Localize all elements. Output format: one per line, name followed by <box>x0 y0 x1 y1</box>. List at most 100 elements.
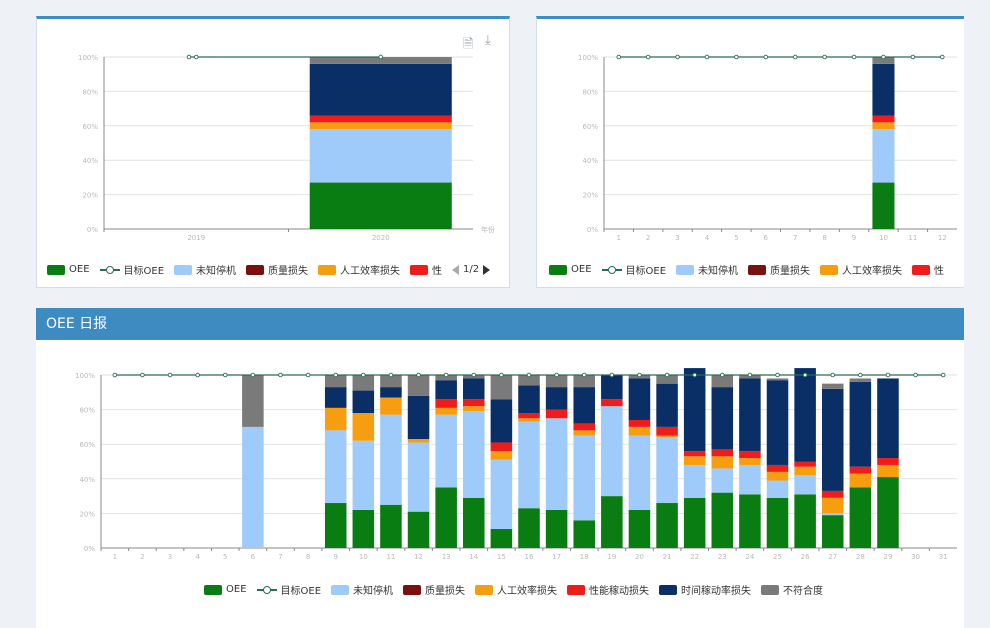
bar-segment-time[interactable] <box>463 378 485 400</box>
bar-segment-time[interactable] <box>872 63 895 116</box>
target-oee-point[interactable] <box>223 372 228 378</box>
bar-segment-oee[interactable] <box>352 509 375 548</box>
bar-segment-unknown[interactable] <box>872 129 895 183</box>
bar-segment-unknown[interactable] <box>739 464 761 495</box>
bar-segment-labor[interactable] <box>352 413 375 441</box>
target-oee-point[interactable] <box>792 54 798 60</box>
target-oee-point[interactable] <box>112 372 118 378</box>
bar-segment-time[interactable] <box>766 380 789 465</box>
bar-segment-oee[interactable] <box>407 511 430 548</box>
target-oee-point[interactable] <box>250 372 256 378</box>
legend-item-quality[interactable]: 质量损失 <box>246 262 308 277</box>
bar-segment-perf[interactable] <box>545 409 568 419</box>
target-oee-point[interactable] <box>305 372 311 378</box>
target-oee-point[interactable] <box>645 54 651 60</box>
legend-item-target[interactable]: 目标OEE <box>99 262 164 277</box>
bar-segment-perf[interactable] <box>463 399 485 407</box>
target-oee-point[interactable] <box>278 372 283 378</box>
legend-item-oee[interactable]: OEE <box>549 264 592 275</box>
legend-item-unknown[interactable]: 未知停机 <box>174 262 236 277</box>
bar-segment-labor[interactable] <box>821 497 844 514</box>
bar-segment-time[interactable] <box>711 387 734 450</box>
target-oee-point[interactable] <box>333 372 338 378</box>
bar-segment-oee[interactable] <box>380 504 402 548</box>
bar-segment-time[interactable] <box>656 383 678 427</box>
bar-segment-time[interactable] <box>683 368 706 452</box>
target-oee-point[interactable] <box>822 54 827 60</box>
bar-segment-perf[interactable] <box>739 451 761 459</box>
bar-segment-nonconf[interactable] <box>872 57 895 64</box>
bar-segment-oee[interactable] <box>821 515 844 548</box>
bar-segment-oee[interactable] <box>518 508 540 548</box>
bar-segment-time[interactable] <box>573 387 595 424</box>
bar-segment-perf[interactable] <box>656 426 678 436</box>
legend-item-labor[interactable]: 人工效率损失 <box>318 262 400 277</box>
bar-segment-unknown[interactable] <box>435 414 457 488</box>
target-oee-point[interactable] <box>763 54 769 60</box>
target-oee-point[interactable] <box>526 372 532 378</box>
bar-segment-nonconf[interactable] <box>711 375 734 388</box>
bar-segment-unknown[interactable] <box>324 430 347 504</box>
bar-segment-unknown[interactable] <box>242 426 264 548</box>
bar-segment-perf[interactable] <box>821 490 844 498</box>
bar-segment-oee[interactable] <box>794 494 816 548</box>
bar-segment-nonconf[interactable] <box>352 375 375 391</box>
bar-segment-time[interactable] <box>545 387 568 410</box>
bar-segment-perf[interactable] <box>309 115 452 123</box>
bar-segment-nonconf[interactable] <box>518 375 540 386</box>
bar-segment-time[interactable] <box>380 387 402 398</box>
bar-segment-time[interactable] <box>628 378 651 420</box>
bar-segment-labor[interactable] <box>309 122 452 130</box>
bar-segment-perf[interactable] <box>849 466 872 474</box>
bar-segment-perf[interactable] <box>711 449 734 457</box>
bar-segment-nonconf[interactable] <box>435 375 457 381</box>
target-oee-point[interactable] <box>802 372 808 378</box>
bar-segment-perf[interactable] <box>490 442 513 452</box>
bar-segment-oee[interactable] <box>601 496 623 548</box>
bar-segment-oee[interactable] <box>739 494 761 548</box>
bar-segment-oee[interactable] <box>711 492 734 548</box>
bar-segment-labor[interactable] <box>877 464 899 478</box>
bar-segment-unknown[interactable] <box>352 440 375 510</box>
target-oee-point[interactable] <box>361 372 366 378</box>
target-oee-point[interactable] <box>140 372 145 378</box>
target-oee-point[interactable] <box>193 54 199 60</box>
bar-segment-labor[interactable] <box>766 471 789 481</box>
target-oee-point[interactable] <box>416 372 421 378</box>
bar-segment-nonconf[interactable] <box>324 375 347 388</box>
target-oee-point[interactable] <box>637 372 642 378</box>
bar-segment-perf[interactable] <box>872 115 895 123</box>
target-oee-point[interactable] <box>471 372 477 378</box>
bar-segment-labor[interactable] <box>407 439 430 443</box>
target-oee-point[interactable] <box>747 372 753 378</box>
bar-segment-time[interactable] <box>435 380 457 400</box>
bar-segment-nonconf[interactable] <box>242 375 264 427</box>
bar-segment-oee[interactable] <box>309 182 452 229</box>
bar-segment-labor[interactable] <box>628 426 651 436</box>
target-oee-point[interactable] <box>499 372 504 378</box>
legend-item-oee[interactable]: OEE <box>204 584 247 595</box>
bar-segment-oee[interactable] <box>872 182 895 229</box>
bar-segment-unknown[interactable] <box>766 480 789 498</box>
target-oee-point[interactable] <box>830 372 835 378</box>
target-oee-point[interactable] <box>940 372 946 378</box>
bar-segment-unknown[interactable] <box>407 442 430 512</box>
bar-segment-time[interactable] <box>877 378 899 459</box>
bar-segment-time[interactable] <box>849 381 872 467</box>
bar-segment-unknown[interactable] <box>490 459 513 529</box>
target-oee-point[interactable] <box>692 372 697 378</box>
bar-segment-perf[interactable] <box>766 464 789 472</box>
bar-segment-unknown[interactable] <box>309 129 452 183</box>
legend-item-perf[interactable]: 性 <box>912 262 944 277</box>
target-oee-point[interactable] <box>186 54 192 60</box>
bar-segment-nonconf[interactable] <box>766 378 789 381</box>
bar-segment-labor[interactable] <box>739 458 761 465</box>
bar-segment-perf[interactable] <box>518 413 540 419</box>
bar-segment-perf[interactable] <box>683 451 706 457</box>
bar-segment-nonconf[interactable] <box>380 375 402 388</box>
target-oee-point[interactable] <box>851 54 857 60</box>
bar-segment-unknown[interactable] <box>545 418 568 510</box>
legend-item-labor[interactable]: 人工效率损失 <box>475 582 557 597</box>
legend-item-quality[interactable]: 质量损失 <box>748 262 810 277</box>
bar-segment-oee[interactable] <box>766 497 789 548</box>
